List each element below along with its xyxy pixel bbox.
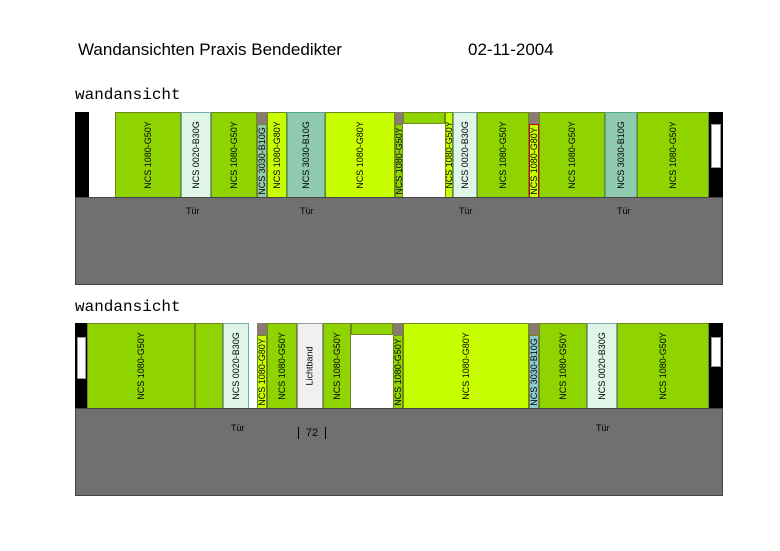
- wall2-seg-7: NCS 1080-G50Y: [393, 335, 403, 409]
- wall2-seg-blank: [195, 323, 223, 409]
- wall2-seg-11: NCS 0020-B30G: [587, 323, 617, 409]
- wall1-seg-6: NCS 3030-B10G: [287, 112, 325, 198]
- wall2-seg-3: NCS 1080-G80Y: [257, 335, 267, 409]
- wall1: NCS 1080-G50Y NCS 0020-B30G NCS 1080-G50…: [75, 112, 723, 198]
- wall1-seg-2: NCS 0020-B30G: [181, 112, 211, 198]
- door-label: Tür: [231, 423, 245, 433]
- wall1-seg-13: NCS 1080-G50Y: [539, 112, 605, 198]
- wall2-seg-5: Lichtband: [297, 323, 323, 409]
- wall2: NCS 1080-G50Y NCS 0020-B30G NCS 1080-G80…: [75, 323, 723, 409]
- wall2-strip-2: [393, 323, 403, 335]
- wall1-strip-3: [529, 112, 539, 124]
- wall1-strip-1: [257, 112, 267, 124]
- wall1-seg-10: NCS 0020-B30G: [453, 112, 477, 198]
- wall1-right-window: [711, 124, 721, 168]
- door-label: Tür: [300, 206, 314, 216]
- wall1-seg-8: NCS 1080-G50Y: [395, 124, 403, 198]
- door-label: Tür: [617, 206, 631, 216]
- wall1-seg-12: NCS 1080-G80Y: [529, 124, 539, 198]
- wall2-right-window: [711, 337, 721, 367]
- drawing-title: Wandansichten Praxis Bendedikter: [78, 40, 342, 59]
- drawing-date: 02-11-2004: [468, 40, 554, 59]
- wall1-seg-15: NCS 1080-G50Y: [637, 112, 709, 198]
- dimension-value: 72: [305, 427, 319, 439]
- wall1-strip-2: [395, 112, 403, 124]
- wall1-door-top: [403, 112, 445, 124]
- door-label: Tür: [459, 206, 473, 216]
- wall1-seg-1: NCS 1080-G50Y: [115, 112, 181, 198]
- door-label: Tür: [596, 423, 610, 433]
- wall2-seg-10: NCS 1080-G50Y: [539, 323, 587, 409]
- wall2-left-window: [77, 337, 86, 379]
- wall2-floor: Tür Tür 72: [75, 408, 723, 496]
- wall1-seg-5: NCS 1080-G80Y: [267, 112, 287, 198]
- wall2-seg-4: NCS 1080-G50Y: [267, 323, 297, 409]
- wall2-seg-12: NCS 1080-G50Y: [617, 323, 709, 409]
- wall2-strip-3: [529, 323, 539, 335]
- wall1-seg-7: NCS 1080-G80Y: [325, 112, 395, 198]
- wall1-label: wandansicht: [75, 86, 181, 104]
- wall2-seg-1: NCS 1080-G50Y: [87, 323, 195, 409]
- dimension-marker: 72: [298, 427, 326, 439]
- wall2-strip-1: [257, 323, 267, 335]
- wall2-seg-8: NCS 1080-G80Y: [403, 323, 529, 409]
- wall1-seg-9: NCS 1080-G50Y: [445, 112, 453, 198]
- wall1-seg-3: NCS 1080-G50Y: [211, 112, 257, 198]
- wall1-left-black: [75, 112, 89, 198]
- wall1-seg-4: NCS 3030-B10G: [257, 124, 267, 198]
- wall2-seg-2: NCS 0020-B30G: [223, 323, 249, 409]
- wall1-floor: Tür Tür Tür Tür: [75, 197, 723, 285]
- wall1-seg-11: NCS 1080-G50Y: [477, 112, 529, 198]
- wall2-seg-6: NCS 1080-G50Y: [323, 323, 351, 409]
- wall2-door-top: [351, 323, 393, 335]
- wall2-label: wandansicht: [75, 298, 181, 316]
- door-label: Tür: [186, 206, 200, 216]
- wall2-seg-9: NCS 3030-B10G: [529, 335, 539, 409]
- wall1-seg-14: NCS 3030-B10G: [605, 112, 637, 198]
